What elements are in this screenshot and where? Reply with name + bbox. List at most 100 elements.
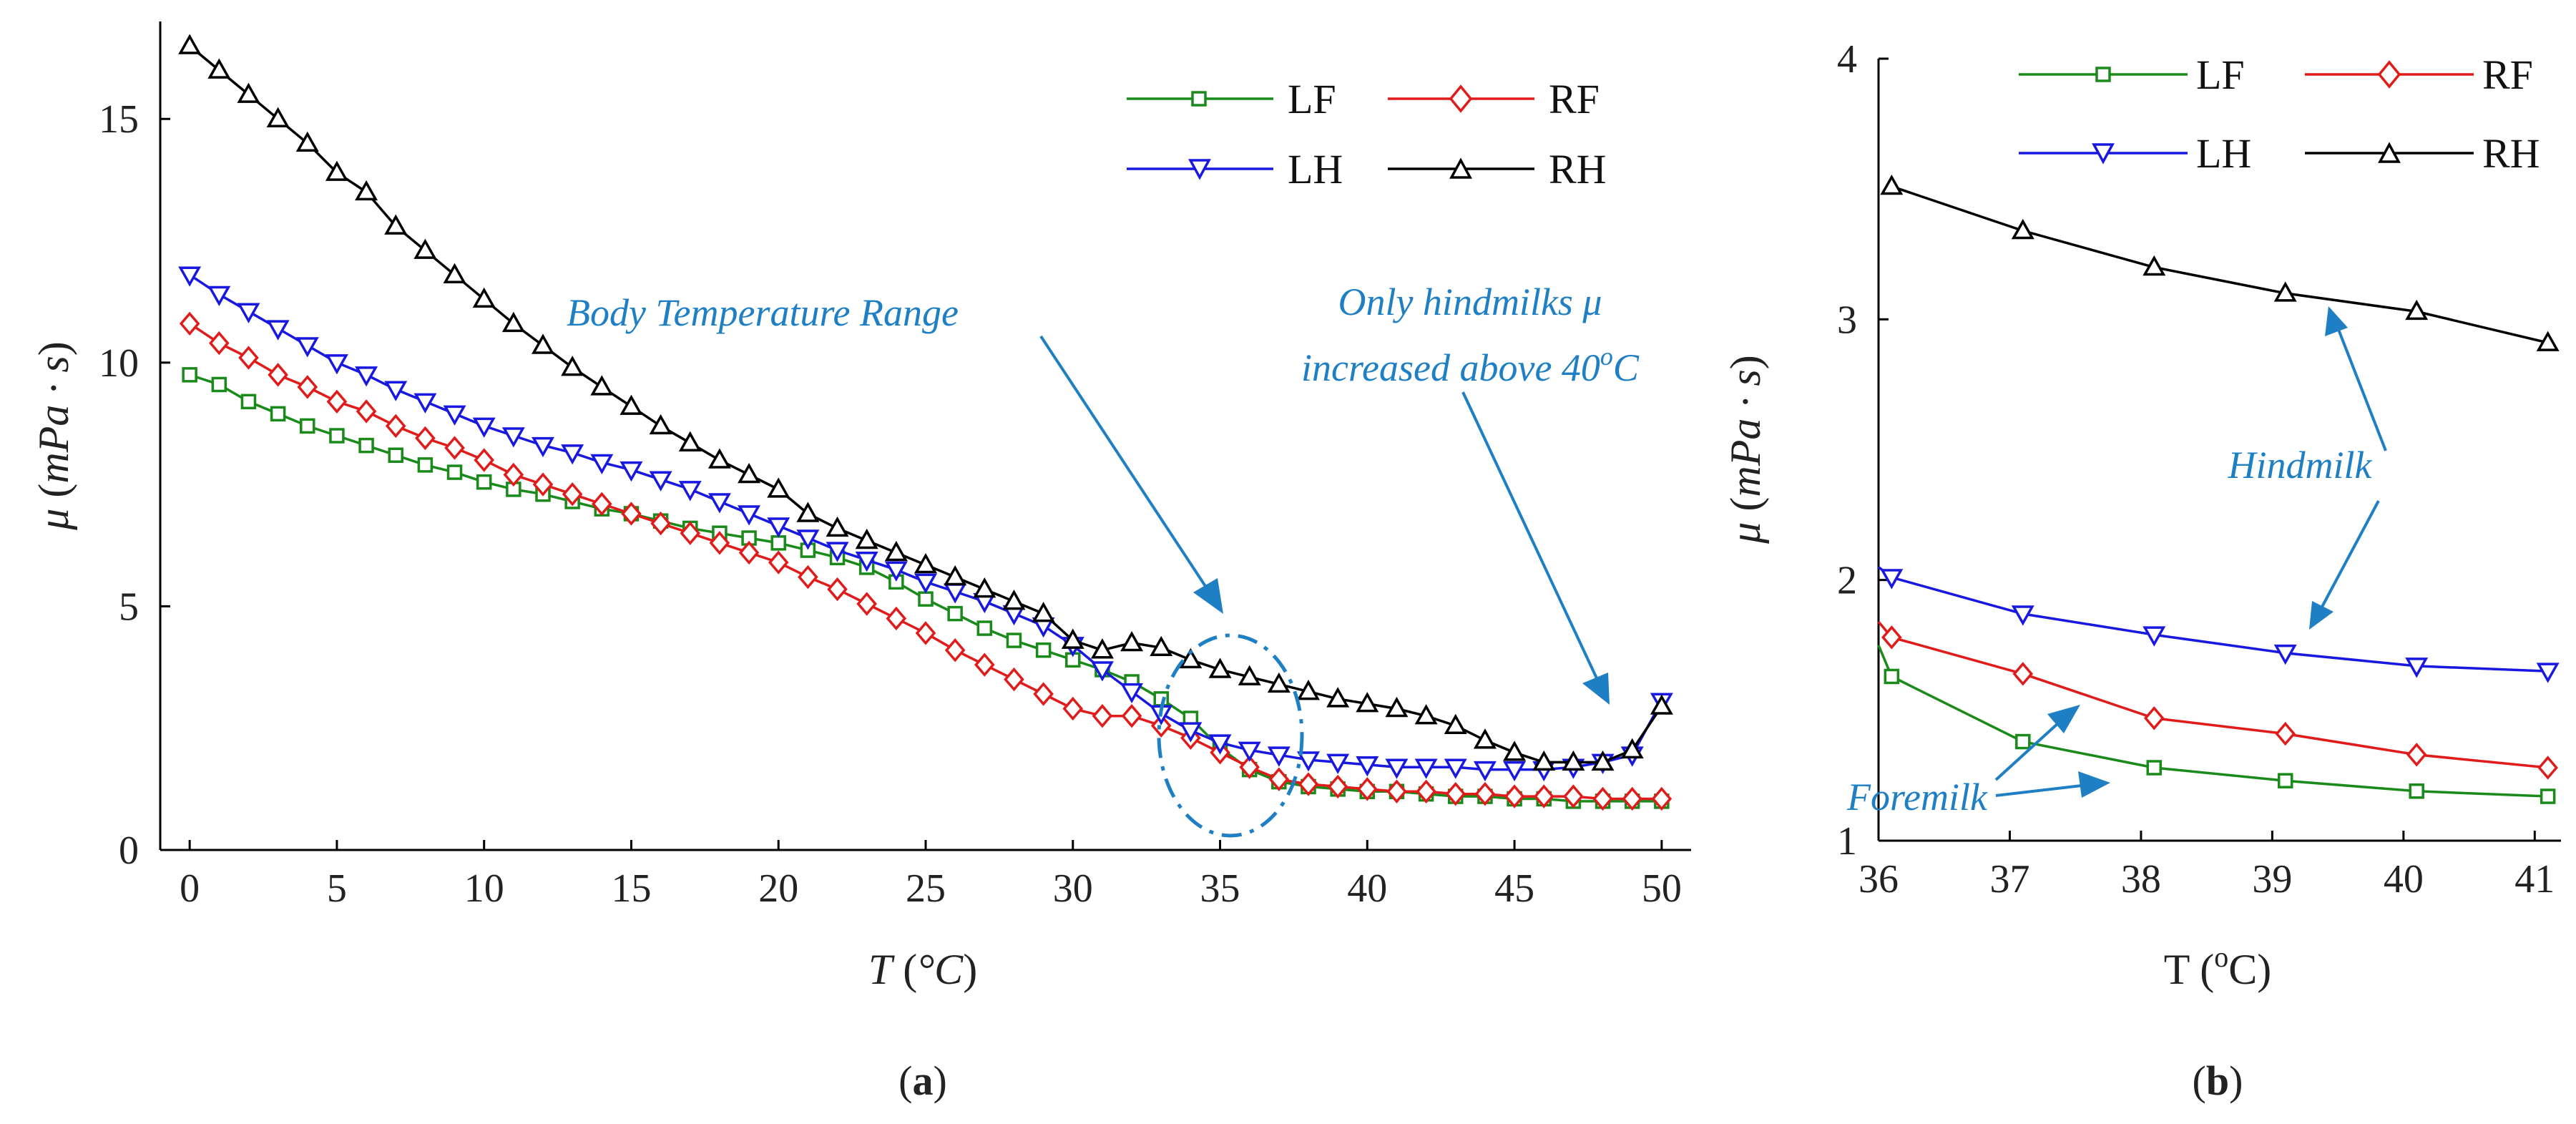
data-point-a-LH-8	[413, 393, 437, 414]
data-point-a-LH-11	[501, 427, 525, 448]
data-point-a-RH-7	[384, 214, 408, 235]
data-point-a-LH-41	[1385, 758, 1409, 779]
data-point-a-RH-1	[207, 58, 231, 79]
data-point-a-RH-25	[914, 552, 937, 574]
annotation-arrow-body-temp	[1039, 335, 1218, 604]
legend-label-b-LH: LH	[2196, 130, 2251, 177]
data-point-a-LH-12	[532, 436, 554, 458]
data-point-a-RF-0	[179, 311, 200, 336]
data-point-b-RF-40.1	[2406, 743, 2427, 767]
data-point-a-RF-17	[680, 521, 701, 545]
data-point-a-RH-4	[295, 131, 319, 152]
x-label-symbol-b: T	[2164, 946, 2190, 993]
data-point-a-RF-38	[1298, 772, 1319, 796]
data-point-a-LH-37	[1267, 746, 1291, 767]
data-point-a-RF-9	[444, 436, 465, 460]
data-point-a-LH-21	[796, 529, 820, 550]
annotation-hindmilk-line2: increased above 40oC	[1301, 342, 1640, 389]
data-point-a-RF-13	[562, 482, 583, 507]
data-point-a-LH-22	[826, 542, 849, 562]
data-point-a-RF-4	[297, 375, 318, 399]
data-point-b-LF-40.1	[2409, 783, 2424, 799]
data-point-a-RH-11	[501, 311, 525, 333]
data-point-b-LF-37.1	[2015, 733, 2031, 750]
data-point-a-LH-5	[325, 354, 348, 375]
data-point-b-LF-36.1	[1884, 668, 1900, 685]
data-point-a-RH-33	[1150, 635, 1173, 657]
data-point-a-LH-20	[767, 517, 790, 538]
caption-a: (a)	[898, 1057, 947, 1104]
data-point-b-RF-41.1	[2537, 756, 2558, 780]
chart-panel-a: 0 5 10 15 20 25 30 35 40 45 50 0 5 10 15 μ (mPa · s) T…	[30, 21, 1691, 1104]
data-point-a-RH-45	[1503, 741, 1527, 761]
data-point-a-RH-35	[1208, 658, 1232, 678]
data-point-a-RH-27	[973, 577, 996, 598]
y-tick-label-a-10: 10	[99, 341, 139, 386]
data-point-a-RH-15	[619, 394, 643, 415]
y-axis-label-a: μ (mPa · s)	[30, 341, 77, 530]
data-point-a-LF-1	[211, 376, 227, 393]
data-point-a-RF-41	[1386, 779, 1407, 803]
data-point-a-RH-5	[325, 160, 348, 181]
data-point-a-LH-40	[1356, 756, 1379, 777]
legend-item-a-LF: LF	[1127, 76, 1336, 122]
data-point-b-LH-38.1	[2142, 626, 2166, 647]
data-point-a-RH-2	[237, 82, 260, 103]
data-point-b-RF-37.1	[2012, 662, 2034, 686]
data-point-a-RF-12	[532, 472, 554, 497]
data-point-a-RF-20	[768, 550, 789, 575]
data-point-a-RH-30	[1061, 628, 1084, 649]
data-point-a-RF-23	[856, 592, 877, 616]
data-point-a-RF-19	[738, 540, 760, 565]
data-point-b-RH-38.1	[2142, 255, 2166, 276]
x-tick-label-a-30: 30	[1053, 866, 1093, 911]
data-point-b-LH-39.1	[2273, 644, 2297, 665]
data-point-a-RF-42	[1416, 779, 1436, 803]
data-point-b-LH-36.1	[1880, 569, 1904, 590]
series-group-a	[178, 34, 1673, 811]
annotation-arrow-hindmilk-down	[2320, 500, 2380, 609]
data-point-a-RF-48	[1592, 786, 1613, 811]
annotation-hindmilk-line1: Only hindmilks μ	[1338, 280, 1602, 323]
legend-item-a-RH: RH	[1388, 146, 1607, 192]
data-point-b-RH-37.1	[2011, 218, 2034, 240]
annotation-arrow-foremilk-up	[1994, 721, 2060, 781]
data-point-a-RF-11	[503, 462, 524, 487]
chart-panel-b: 36 37 38 39 40 41 1 2 3 4 μ (mPa · s) T (oC) Hind…	[1722, 37, 2561, 1104]
y-tick-label-b-1: 1	[1837, 819, 1857, 864]
data-point-a-RH-39	[1326, 687, 1350, 708]
data-point-a-LF-10	[476, 474, 492, 490]
data-point-a-RF-44	[1474, 781, 1496, 806]
data-point-a-RF-1	[209, 331, 230, 356]
data-point-a-RH-42	[1414, 704, 1438, 725]
data-point-a-LF-27	[976, 620, 993, 636]
data-point-a-RF-14	[592, 492, 612, 517]
x-tick-label-b-37: 37	[1989, 857, 2029, 901]
data-point-a-LF-7	[388, 447, 403, 463]
data-point-a-RF-46	[1533, 784, 1554, 808]
annotation-hindmilk-tail: C	[1613, 346, 1640, 389]
data-point-a-RF-39	[1327, 774, 1348, 799]
data-point-a-RH-36	[1238, 665, 1261, 685]
x-tick-label-a-40: 40	[1347, 866, 1387, 911]
data-point-a-LH-25	[914, 573, 937, 594]
x-label-symbol-a: T	[868, 946, 895, 993]
data-point-a-RH-18	[707, 448, 731, 469]
data-point-a-LH-44	[1473, 761, 1497, 782]
data-point-a-RF-27	[974, 653, 995, 677]
data-point-a-RH-43	[1444, 713, 1467, 735]
x-tick-label-a-0: 0	[180, 866, 200, 911]
data-point-a-RH-9	[443, 263, 466, 283]
legend-item-b-LF: LF	[2019, 52, 2245, 98]
data-point-a-LH-10	[472, 417, 496, 438]
annotation-arrowhead-foremilk-up	[2047, 705, 2080, 733]
data-point-b-LH-41.1	[2536, 663, 2560, 683]
annotation-hindmilk-sup: o	[1600, 342, 1613, 371]
data-point-b-LH-40.1	[2405, 658, 2429, 678]
data-point-a-LF-0	[182, 367, 197, 383]
data-point-a-RH-3	[266, 107, 290, 127]
data-point-a-RH-8	[413, 238, 437, 259]
data-point-b-RH-41.1	[2536, 331, 2560, 351]
data-point-a-LF-8	[417, 457, 434, 473]
